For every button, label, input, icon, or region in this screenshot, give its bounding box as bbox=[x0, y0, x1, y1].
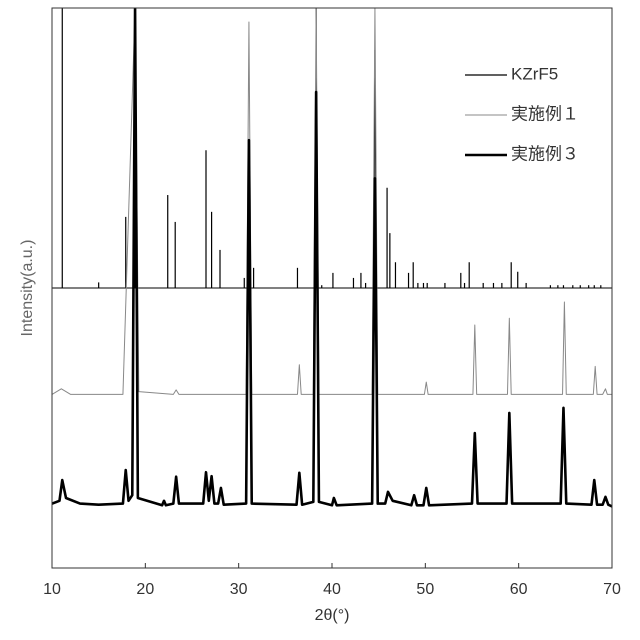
x-axis-label: 2θ(°) bbox=[315, 607, 350, 624]
y-axis-label: Intensity(a.u.) bbox=[19, 240, 36, 337]
x-tick-label: 60 bbox=[510, 581, 528, 598]
page: {"chart_data": { "type": "line", "xlabel… bbox=[0, 0, 640, 640]
legend-label: 実施例３ bbox=[511, 144, 579, 163]
legend-label: KZrF5 bbox=[511, 64, 558, 83]
x-tick-label: 50 bbox=[416, 581, 434, 598]
x-tick-label: 20 bbox=[136, 581, 154, 598]
x-tick-label: 70 bbox=[603, 581, 621, 598]
chart: 2θ(°) Intensity(a.u.) 10 20 30 40 50 60 70 KZrF… bbox=[0, 0, 640, 640]
x-tick-label: 10 bbox=[43, 581, 61, 598]
x-tick-label: 40 bbox=[323, 581, 341, 598]
x-tick-label: 30 bbox=[230, 581, 248, 598]
legend-label: 実施例１ bbox=[511, 104, 579, 123]
